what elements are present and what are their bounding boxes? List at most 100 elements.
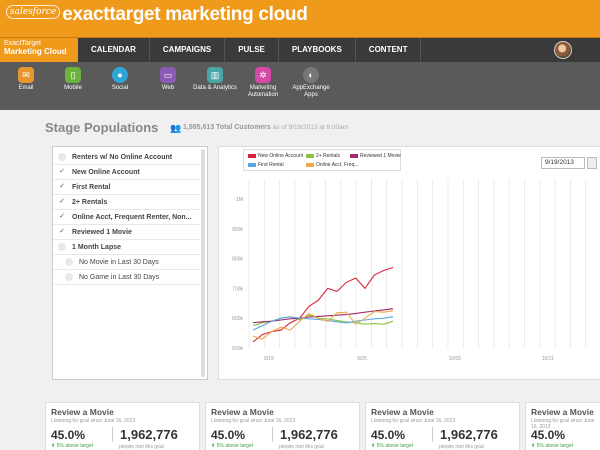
nav-pulse[interactable]: PULSE	[225, 38, 279, 62]
card-met-text: people met this goal	[119, 444, 164, 450]
card-percent: 45.0%	[51, 428, 86, 442]
nav-calendar[interactable]: CALENDAR	[78, 38, 150, 62]
nav-campaigns[interactable]: CAMPAIGNS	[150, 38, 226, 62]
checkmark-icon[interactable]: ✓	[59, 168, 65, 175]
card-percent: 45.0%	[371, 428, 406, 442]
card-above-target: ⬆ 5% above target	[371, 443, 413, 449]
up-arrow-icon: ⬆	[371, 443, 376, 449]
up-arrow-icon: ⬆	[51, 443, 56, 449]
calendar-icon[interactable]	[587, 157, 597, 169]
goal-card[interactable]: Review a Movie Listening for goal since …	[45, 402, 200, 450]
x-tick-label: 10/11	[542, 356, 554, 362]
filter-item[interactable]: Renters w/ No Online Account	[53, 150, 201, 165]
filter-item[interactable]: ✓ Online Acct, Frequent Renter, Non...	[53, 210, 201, 225]
goal-card[interactable]: Review a Movie Listening for goal since …	[525, 402, 600, 450]
legend-item[interactable]: New Online Account	[248, 153, 303, 159]
goal-card[interactable]: Review a Movie Listening for goal since …	[205, 402, 360, 450]
app-label: Web	[161, 85, 175, 91]
filter-subitem[interactable]: No Movie in Last 30 Days	[53, 255, 201, 270]
card-above-text: 5% above target	[216, 443, 254, 449]
nav-content[interactable]: CONTENT	[356, 38, 422, 62]
automation-icon: ✲	[255, 67, 271, 83]
legend-swatch	[306, 154, 314, 158]
stage-filter-list: Renters w/ No Online Account ✓ New Onlin…	[52, 146, 208, 380]
filter-item[interactable]: ✓ New Online Account	[53, 165, 201, 180]
mobile-icon: ▯	[65, 67, 81, 83]
line-chart: 1M 900k 800k 700k 600k 500k 9/19 9/25 10/05 10/11	[232, 179, 587, 362]
card-met-text: people met this goal	[279, 444, 324, 450]
card-title: Review a Movie	[211, 407, 274, 417]
app-email[interactable]: ✉ Email	[1, 67, 51, 92]
x-tick-label: 10/05	[449, 356, 462, 362]
card-count: 1,962,776	[432, 427, 498, 442]
card-above-target: ⬆ 5% above target	[51, 443, 93, 449]
filter-label: 1 Month Lapse	[72, 243, 122, 251]
card-subtitle: Listening for goal since June 16, 2013	[211, 418, 296, 424]
app-label: AppExchange Apps	[292, 85, 330, 98]
filter-item[interactable]: ✓ 2+ Rentals	[53, 195, 201, 210]
card-title: Review a Movie	[371, 407, 434, 417]
filter-label: Reviewed 1 Movie	[72, 228, 132, 236]
filter-item[interactable]: 1 Month Lapse	[53, 240, 201, 255]
checkbox-icon[interactable]	[58, 243, 66, 251]
y-tick-label: 900k	[232, 227, 243, 233]
app-appexchange[interactable]: ◐ AppExchange Apps	[286, 67, 336, 98]
legend-item[interactable]: Online Acct, Freq...	[306, 162, 359, 168]
app-mobile[interactable]: ▯ Mobile	[48, 67, 98, 92]
checkbox-icon[interactable]	[58, 153, 66, 161]
filter-scrollbar[interactable]	[201, 149, 205, 377]
as-of-text: as of 9/19/2013 at 8:00am	[272, 124, 349, 131]
filter-label: No Movie in Last 30 Days	[79, 258, 159, 266]
legend-item[interactable]: First Rental	[248, 162, 284, 168]
total-count: 1,985,613 Total Customers	[183, 124, 271, 131]
card-above-text: 5% above target	[56, 443, 94, 449]
checkbox-icon[interactable]	[65, 258, 73, 266]
legend-swatch	[248, 154, 256, 158]
legend-item[interactable]: Reviewed 1 Movie	[350, 153, 401, 159]
filter-subitem[interactable]: No Game in Last 30 Days	[53, 270, 201, 285]
analytics-icon: ▥	[207, 67, 223, 83]
up-arrow-icon: ⬆	[531, 443, 536, 449]
filter-label: No Game in Last 30 Days	[79, 273, 160, 281]
y-tick-label: 500k	[232, 346, 243, 352]
page-title: Stage Populations	[45, 120, 159, 135]
filter-label: New Online Account	[72, 168, 140, 176]
nav-brand-line1: ExactTarget	[4, 40, 41, 47]
people-icon: 👥	[170, 123, 182, 133]
legend-item[interactable]: 2+ Rentals	[306, 153, 340, 159]
card-title: Review a Movie	[51, 407, 114, 417]
nav-brand-line2: Marketing Cloud	[4, 47, 67, 56]
total-customers: 1,985,613 Total Customers as of 9/19/201…	[183, 124, 348, 131]
date-field[interactable]: 9/19/2013	[541, 157, 585, 169]
x-tick-label: 9/19	[264, 356, 274, 362]
filter-item[interactable]: ✓ Reviewed 1 Movie	[53, 225, 201, 240]
card-title: Review a Movie	[531, 407, 594, 417]
brand-name: exacttarget marketing cloud	[62, 4, 308, 25]
checkmark-icon[interactable]: ✓	[59, 213, 65, 220]
card-count: 1,962,776	[112, 427, 178, 442]
nav-playbooks[interactable]: PLAYBOOKS	[279, 38, 356, 62]
app-switcher-bar: ✉ Email ▯ Mobile ● Social ▭ Web ▥ Data &…	[0, 62, 600, 110]
checkbox-icon[interactable]	[65, 273, 73, 281]
brand-logo[interactable]: salesforce exacttarget marketing cloud	[6, 4, 308, 26]
filter-item[interactable]: ✓ First Rental	[53, 180, 201, 195]
filter-label: First Rental	[72, 183, 111, 191]
app-web[interactable]: ▭ Web	[143, 67, 193, 92]
app-data-analytics[interactable]: ▥ Data & Analytics	[190, 67, 240, 92]
series-line	[252, 310, 394, 340]
filter-label: 2+ Rentals	[72, 198, 108, 206]
series-line	[252, 266, 394, 343]
checkmark-icon[interactable]: ✓	[59, 183, 65, 190]
app-marketing-automation[interactable]: ✲ Marketing Automation	[238, 67, 288, 98]
goal-card[interactable]: Review a Movie Listening for goal since …	[365, 402, 520, 450]
checkmark-icon[interactable]: ✓	[59, 228, 65, 235]
app-social[interactable]: ● Social	[95, 67, 145, 92]
app-label: Marketing Automation	[247, 85, 279, 98]
nav-home-brand[interactable]: ExactTarget Marketing Cloud	[0, 38, 78, 62]
y-tick-label: 700k	[232, 286, 243, 292]
user-avatar[interactable]	[554, 41, 572, 59]
card-subtitle: Listening for goal since June 16, 2013	[531, 418, 595, 430]
card-count: 1,962,776	[272, 427, 338, 442]
checkmark-icon[interactable]: ✓	[59, 198, 65, 205]
card-above-target: ⬆ 5% above target	[211, 443, 253, 449]
